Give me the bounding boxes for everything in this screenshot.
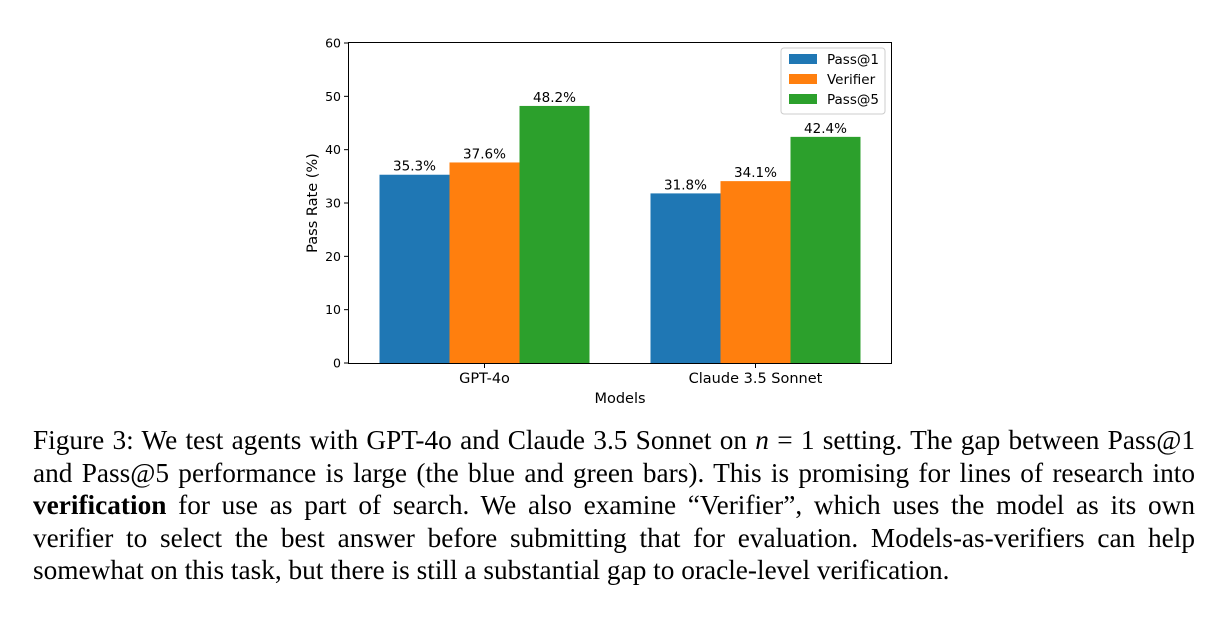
y-tick-label: 0 bbox=[333, 356, 341, 371]
y-tick-label: 40 bbox=[325, 142, 341, 157]
bar-verifier-1 bbox=[720, 181, 791, 363]
caption-text-part2: setting. The gap between Pass@1 and Pass… bbox=[33, 425, 1195, 488]
legend-swatch bbox=[789, 94, 817, 104]
bar-value-label: 48.2% bbox=[533, 90, 576, 106]
bar-value-label: 35.3% bbox=[393, 159, 436, 175]
bar-chart: 35.3% 31.8% 37.6% 34.1% 48.2% 42.4% 0 10 20 30 40… bbox=[305, 36, 892, 407]
bar-value-label: 34.1% bbox=[734, 165, 777, 181]
bar-value-labels: 35.3% 31.8% 37.6% 34.1% 48.2% 42.4% bbox=[393, 90, 847, 193]
legend-label: Pass@5 bbox=[827, 92, 879, 108]
bar-pass-5-1 bbox=[790, 136, 861, 363]
caption-text-part3: for use as part of search. We also exami… bbox=[33, 490, 1196, 585]
bars-group bbox=[379, 105, 861, 363]
caption-figure-label: Figure 3: bbox=[33, 425, 134, 455]
y-tick-label: 30 bbox=[325, 196, 341, 211]
bar-pass-1-0 bbox=[379, 174, 450, 363]
y-tick-label: 50 bbox=[325, 89, 341, 104]
legend-label: Verifier bbox=[827, 72, 876, 88]
bar-verifier-0 bbox=[449, 162, 520, 363]
y-axis-ticks: 0 10 20 30 40 50 60 bbox=[325, 36, 349, 371]
x-tick-label: Claude 3.5 Sonnet bbox=[689, 371, 823, 387]
legend-swatch bbox=[789, 54, 817, 64]
caption-text-part1: We test agents with GPT-4o and Claude 3.… bbox=[141, 425, 748, 455]
bar-pass-1-1 bbox=[650, 193, 721, 363]
y-axis-label: Pass Rate (%) bbox=[305, 153, 321, 253]
caption-bold-word: verification bbox=[33, 490, 167, 520]
legend: Pass@1 Verifier Pass@5 bbox=[780, 47, 886, 115]
legend-label: Pass@1 bbox=[827, 52, 879, 68]
caption-math-variable: n bbox=[755, 425, 769, 455]
caption-math-rest: = 1 bbox=[768, 425, 815, 455]
bar-pass-5-0 bbox=[519, 105, 590, 363]
legend-swatch bbox=[789, 74, 817, 84]
bar-value-label: 31.8% bbox=[664, 177, 707, 193]
x-axis-label: Models bbox=[594, 391, 645, 407]
y-tick-label: 20 bbox=[325, 249, 341, 264]
bar-value-label: 42.4% bbox=[804, 121, 847, 137]
y-tick-label: 60 bbox=[325, 36, 341, 51]
bar-value-label: 37.6% bbox=[463, 146, 506, 162]
figure-caption: Figure 3: We test agents with GPT-4o and… bbox=[33, 424, 1195, 587]
y-tick-label: 10 bbox=[325, 302, 341, 317]
x-axis-ticks: GPT-4o Claude 3.5 Sonnet bbox=[459, 363, 823, 387]
x-tick-label: GPT-4o bbox=[459, 371, 510, 387]
